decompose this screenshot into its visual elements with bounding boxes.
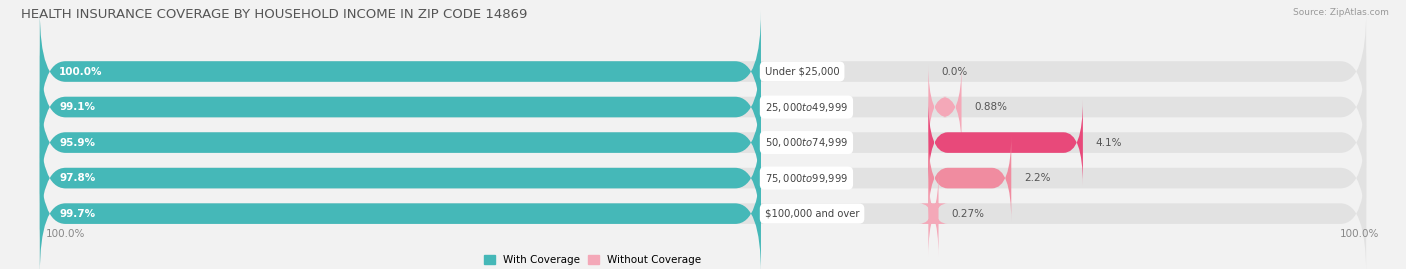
Text: 4.1%: 4.1% xyxy=(1095,137,1122,148)
Text: 100.0%: 100.0% xyxy=(46,229,86,239)
Text: 100.0%: 100.0% xyxy=(59,66,103,76)
Text: 0.27%: 0.27% xyxy=(952,209,984,219)
Text: 99.7%: 99.7% xyxy=(59,209,96,219)
FancyBboxPatch shape xyxy=(39,11,761,132)
FancyBboxPatch shape xyxy=(39,82,761,203)
Text: $75,000 to $99,999: $75,000 to $99,999 xyxy=(765,172,848,185)
Text: 0.0%: 0.0% xyxy=(941,66,967,76)
Text: Source: ZipAtlas.com: Source: ZipAtlas.com xyxy=(1294,8,1389,17)
Text: 99.1%: 99.1% xyxy=(59,102,96,112)
Text: 100.0%: 100.0% xyxy=(1340,229,1379,239)
FancyBboxPatch shape xyxy=(920,171,948,257)
FancyBboxPatch shape xyxy=(39,82,1367,203)
Text: 2.2%: 2.2% xyxy=(1024,173,1050,183)
FancyBboxPatch shape xyxy=(39,117,1367,239)
Legend: With Coverage, Without Coverage: With Coverage, Without Coverage xyxy=(484,255,702,266)
FancyBboxPatch shape xyxy=(39,11,1367,132)
FancyBboxPatch shape xyxy=(39,153,1367,269)
Text: 97.8%: 97.8% xyxy=(59,173,96,183)
FancyBboxPatch shape xyxy=(928,135,1011,221)
FancyBboxPatch shape xyxy=(928,100,1083,186)
Text: $25,000 to $49,999: $25,000 to $49,999 xyxy=(765,101,848,114)
FancyBboxPatch shape xyxy=(39,46,761,168)
FancyBboxPatch shape xyxy=(39,117,761,239)
Text: 0.88%: 0.88% xyxy=(974,102,1007,112)
Text: Under $25,000: Under $25,000 xyxy=(765,66,839,76)
FancyBboxPatch shape xyxy=(39,46,1367,168)
Text: 95.9%: 95.9% xyxy=(59,137,96,148)
FancyBboxPatch shape xyxy=(39,153,761,269)
Text: HEALTH INSURANCE COVERAGE BY HOUSEHOLD INCOME IN ZIP CODE 14869: HEALTH INSURANCE COVERAGE BY HOUSEHOLD I… xyxy=(21,8,527,21)
Text: $50,000 to $74,999: $50,000 to $74,999 xyxy=(765,136,848,149)
Text: $100,000 and over: $100,000 and over xyxy=(765,209,859,219)
FancyBboxPatch shape xyxy=(928,64,962,150)
